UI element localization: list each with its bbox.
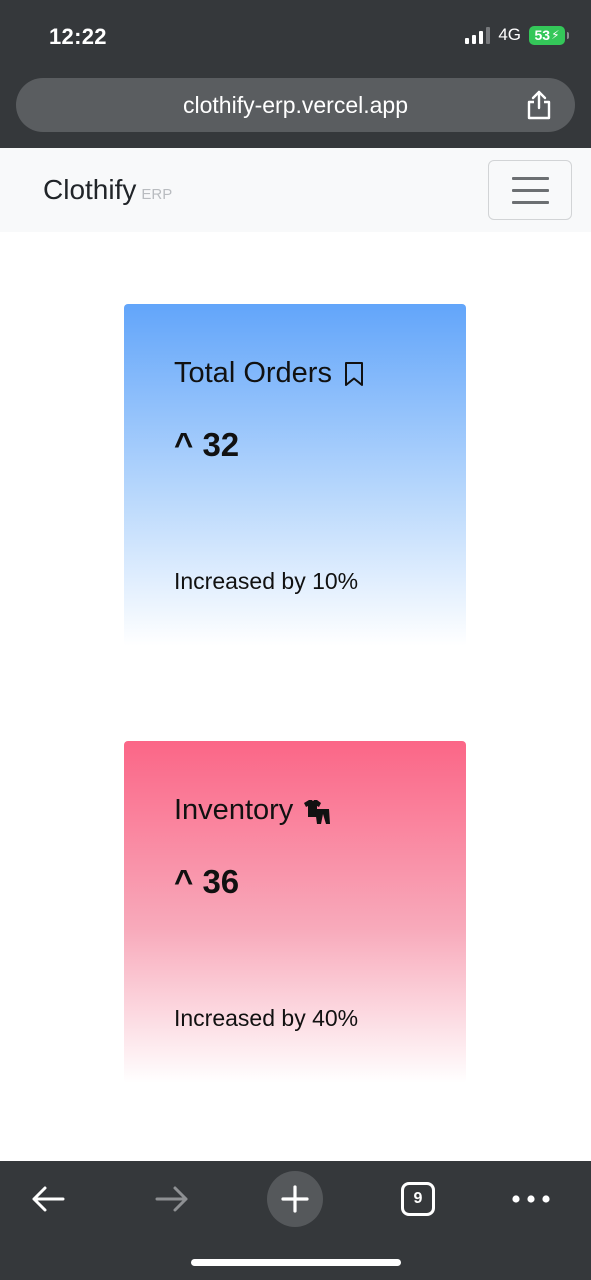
new-tab-button[interactable] xyxy=(265,1171,325,1227)
bookmark-icon xyxy=(344,361,363,386)
total-orders-card: Total Orders ^ 32 Increased by 10% xyxy=(124,304,466,646)
more-button[interactable] xyxy=(501,1171,561,1227)
signal-icon xyxy=(465,26,491,44)
card-note: Increased by 10% xyxy=(174,568,359,594)
card-note: Increased by 40% xyxy=(174,1005,359,1031)
brand-subtitle: ERP xyxy=(141,186,173,203)
card-title-text: Inventory xyxy=(174,794,294,826)
card-value: ^ 32 xyxy=(174,426,240,463)
status-indicators: 4G 53 ⚡ xyxy=(465,25,569,45)
tab-count: 9 xyxy=(413,1190,423,1207)
arrow-left-icon xyxy=(32,1186,65,1212)
browser-bottom-toolbar: 9 xyxy=(0,1161,591,1280)
battery-level: 53 xyxy=(534,27,551,43)
network-type: 4G xyxy=(498,25,521,44)
back-button[interactable] xyxy=(18,1171,78,1227)
arrow-right-icon xyxy=(155,1186,188,1212)
forward-button[interactable] xyxy=(142,1171,202,1227)
more-dots-icon xyxy=(512,1195,550,1203)
app-navbar: Clothify ERP xyxy=(0,148,591,232)
address-bar[interactable]: clothify-erp.vercel.app xyxy=(16,78,575,132)
inventory-card: Inventory ^ 36 Increased by 40% xyxy=(124,741,466,1083)
home-indicator[interactable] xyxy=(191,1259,401,1266)
card-value: ^ 36 xyxy=(174,863,240,900)
url-text: clothify-erp.vercel.app xyxy=(183,92,408,118)
tabs-button[interactable]: 9 xyxy=(388,1171,448,1227)
tabs-icon: 9 xyxy=(401,1182,435,1216)
card-title-text: Total Orders xyxy=(174,357,332,389)
navbar-toggle-button[interactable] xyxy=(488,160,572,220)
clothes-icon xyxy=(304,799,331,824)
card-title: Inventory xyxy=(174,794,331,827)
card-title: Total Orders xyxy=(174,357,366,390)
status-time: 12:22 xyxy=(49,24,107,49)
share-icon[interactable] xyxy=(525,90,553,120)
brand-name: Clothify xyxy=(43,174,137,205)
brand[interactable]: Clothify ERP xyxy=(43,174,172,206)
plus-icon xyxy=(267,1171,323,1227)
battery-icon: 53 ⚡ xyxy=(529,25,569,45)
browser-top-chrome: 12:22 4G 53 ⚡ clothify-erp.vercel.app xyxy=(0,0,591,148)
